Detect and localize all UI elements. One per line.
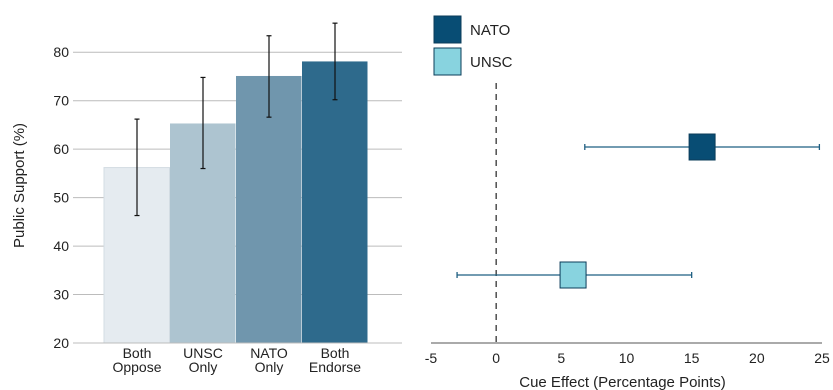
x-tick-label-line: Endorse [309, 359, 361, 375]
y-tick-label: 30 [53, 287, 69, 303]
x-tick-label-line: UNSC [183, 345, 223, 361]
x-tick-label: UNSC Only [183, 345, 223, 375]
x-tick-label-line: Only [189, 359, 218, 375]
legend-label: NATO [470, 22, 510, 39]
bar [236, 75, 302, 343]
x-tick-label: 5 [557, 350, 565, 366]
estimate-marker [559, 261, 587, 289]
y-tick-label: 50 [53, 190, 69, 206]
bar [302, 61, 368, 343]
x-tick-label-line: Oppose [112, 359, 161, 375]
y-tick-label: 40 [53, 238, 69, 254]
y-tick-label: 70 [53, 93, 69, 109]
x-tick-label: 0 [492, 350, 500, 366]
x-axis-title: Cue Effect (Percentage Points) [519, 374, 726, 390]
x-tick-label: Both Endorse [309, 345, 361, 375]
legend-swatch [433, 15, 462, 44]
x-tick-label: 20 [749, 350, 765, 366]
legend-swatch [433, 47, 462, 76]
x-tick-label: 10 [619, 350, 635, 366]
x-tick-label: 15 [684, 350, 700, 366]
y-tick-label: 80 [53, 44, 69, 60]
cue-effect-chart: -5 0 5 10 15 20 25 Cue Effect (Percentage Point… [425, 15, 830, 390]
y-axis-title: Public Support (%) [11, 123, 28, 248]
x-tick-label-line: Both [123, 345, 152, 361]
x-tick-label-line: NATO [250, 345, 288, 361]
y-tick-label: 60 [53, 141, 69, 157]
estimate-marker [688, 133, 716, 161]
y-tick-label: 20 [53, 335, 69, 351]
x-tick-label: NATO Only [250, 345, 288, 375]
x-tick-label: -5 [425, 350, 438, 366]
legend-label: UNSC [470, 54, 513, 71]
x-tick-label-line: Only [255, 359, 284, 375]
x-tick-label-line: Both [321, 345, 350, 361]
x-tick-label: 25 [814, 350, 830, 366]
x-tick-label: Both Oppose [112, 345, 161, 375]
